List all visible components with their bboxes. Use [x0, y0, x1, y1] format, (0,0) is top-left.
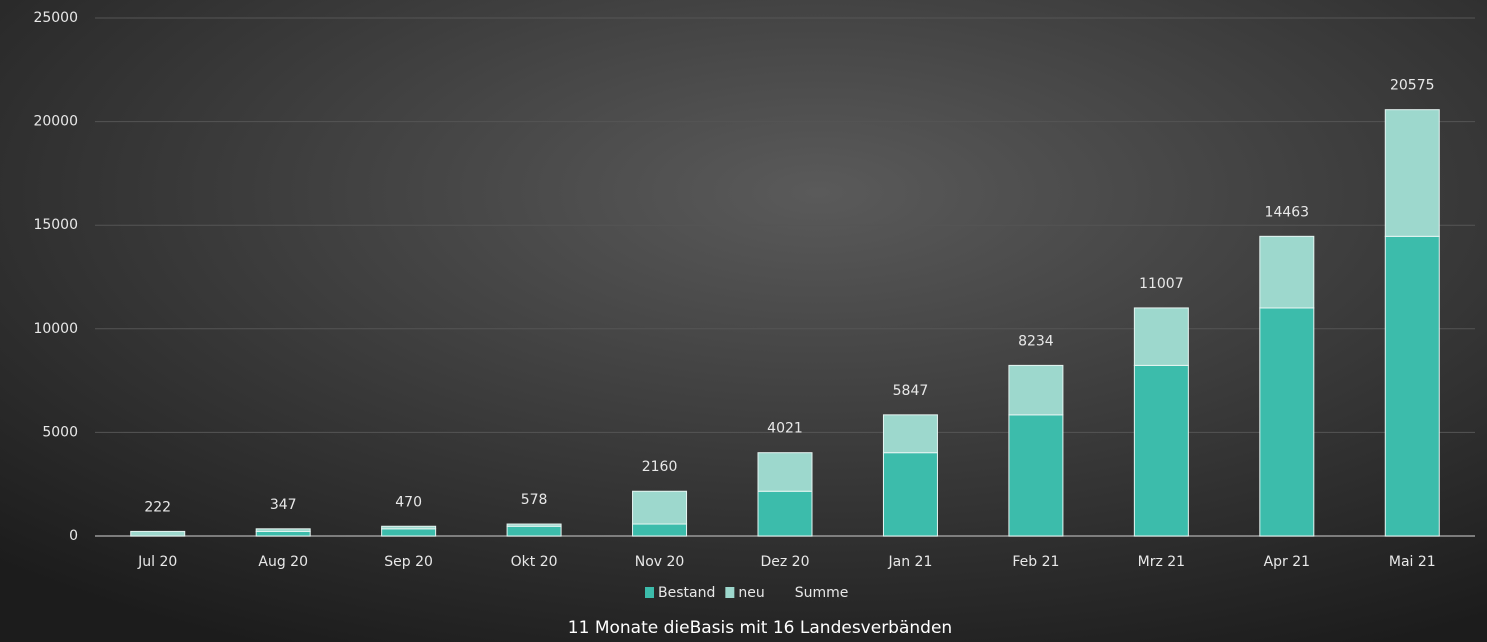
total-label: 14463 — [1265, 204, 1310, 220]
y-tick-label: 0 — [69, 528, 78, 544]
bar-segment — [506, 525, 562, 537]
bar-segment — [381, 525, 437, 530]
legend-label: neu — [738, 585, 764, 601]
x-tick-label: Dez 20 — [760, 554, 809, 570]
total-label: 578 — [521, 492, 548, 508]
x-tick-label: Mai 21 — [1389, 554, 1436, 570]
legend-label: Bestand — [658, 585, 715, 601]
total-label: 2160 — [642, 459, 678, 475]
x-tick-label: Jul 20 — [137, 554, 177, 570]
bar-segment — [255, 530, 311, 537]
total-label: 470 — [395, 494, 422, 510]
bar-segment — [632, 490, 688, 525]
x-tick-label: Aug 20 — [258, 554, 308, 570]
bar-segment — [632, 523, 688, 537]
x-tick-label: Mrz 21 — [1138, 554, 1185, 570]
y-tick-label: 15000 — [33, 217, 78, 233]
total-label: 20575 — [1390, 78, 1435, 94]
total-label: 5847 — [893, 383, 929, 399]
bar-segment — [882, 414, 938, 454]
bar-segment — [1133, 364, 1189, 537]
x-tick-label: Okt 20 — [511, 554, 558, 570]
y-tick-label: 10000 — [33, 321, 78, 337]
x-tick-label: Nov 20 — [635, 554, 685, 570]
bar-segment — [1008, 414, 1064, 537]
bar-segment — [1008, 364, 1064, 416]
y-tick-label: 20000 — [33, 114, 78, 130]
bar-segment — [506, 523, 562, 527]
bar-segment — [757, 490, 813, 537]
total-label: 222 — [144, 499, 171, 515]
bar-segment — [1259, 307, 1315, 537]
total-label: 11007 — [1139, 276, 1184, 292]
x-tick-label: Jan 21 — [888, 554, 933, 570]
y-tick-label: 5000 — [42, 424, 78, 440]
y-tick-label: 25000 — [33, 10, 78, 26]
bar-segment — [130, 530, 186, 537]
bar-segment — [1133, 307, 1189, 366]
total-label: 347 — [270, 497, 297, 513]
x-tick-label: Feb 21 — [1012, 554, 1059, 570]
legend-swatch — [645, 587, 654, 598]
caption: 11 Monate dieBasis mit 16 Landesverbände… — [568, 618, 952, 638]
bar-segment — [1384, 109, 1440, 237]
legend-swatch — [725, 587, 735, 598]
bar-segment — [757, 452, 813, 492]
bar-segment — [255, 528, 311, 532]
bar-segment — [1259, 235, 1315, 309]
total-label: 4021 — [767, 421, 803, 437]
x-tick-label: Apr 21 — [1264, 554, 1310, 570]
bar-segment — [1384, 235, 1440, 537]
total-label: 8234 — [1018, 333, 1054, 349]
legend-label: Summe — [795, 585, 849, 601]
bar-segment — [381, 528, 437, 537]
x-tick-label: Sep 20 — [384, 554, 433, 570]
bar-segment — [882, 452, 938, 537]
